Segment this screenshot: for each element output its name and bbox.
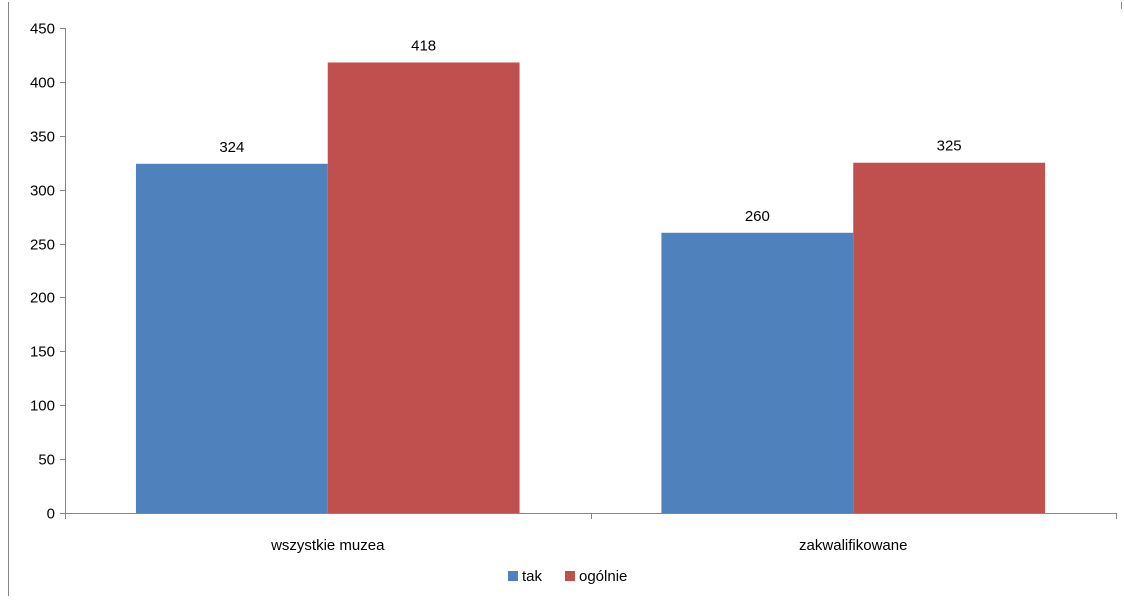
y-axis: 0 50 100 150 200 250 300 350 400 450	[30, 21, 66, 523]
x-category-label: zakwalifikowane	[799, 537, 907, 554]
y-tick-label: 200	[30, 290, 55, 307]
bar-ogolnie	[327, 62, 520, 513]
legend-swatch	[508, 571, 518, 581]
x-category-label: wszystkie muzea	[270, 537, 385, 554]
y-tick-label: 300	[30, 183, 55, 200]
legend: tak ogólnie	[508, 568, 627, 585]
bar-ogolnie	[853, 162, 1046, 513]
data-label: 260	[745, 208, 770, 225]
y-tick-label: 150	[30, 344, 55, 361]
data-label: 325	[937, 138, 962, 155]
y-tick-label: 400	[30, 75, 55, 92]
y-tick-label: 350	[30, 129, 55, 146]
bar-tak	[135, 163, 328, 514]
legend-swatch	[565, 571, 575, 581]
y-tick-label: 450	[30, 21, 55, 38]
legend-label: tak	[522, 568, 543, 585]
legend-label: ogólnie	[579, 568, 627, 585]
data-label: 418	[411, 37, 436, 54]
y-tick-label: 0	[47, 506, 55, 523]
y-tick-label: 100	[30, 398, 55, 415]
x-axis: wszystkie muzea zakwalifikowane	[65, 513, 1117, 554]
y-tick-label: 50	[38, 452, 55, 469]
y-tick-label: 250	[30, 237, 55, 254]
data-labels: 324 418 260 325	[219, 37, 961, 224]
bars	[135, 62, 1046, 514]
data-label: 324	[219, 139, 244, 156]
bar-tak	[661, 232, 854, 513]
